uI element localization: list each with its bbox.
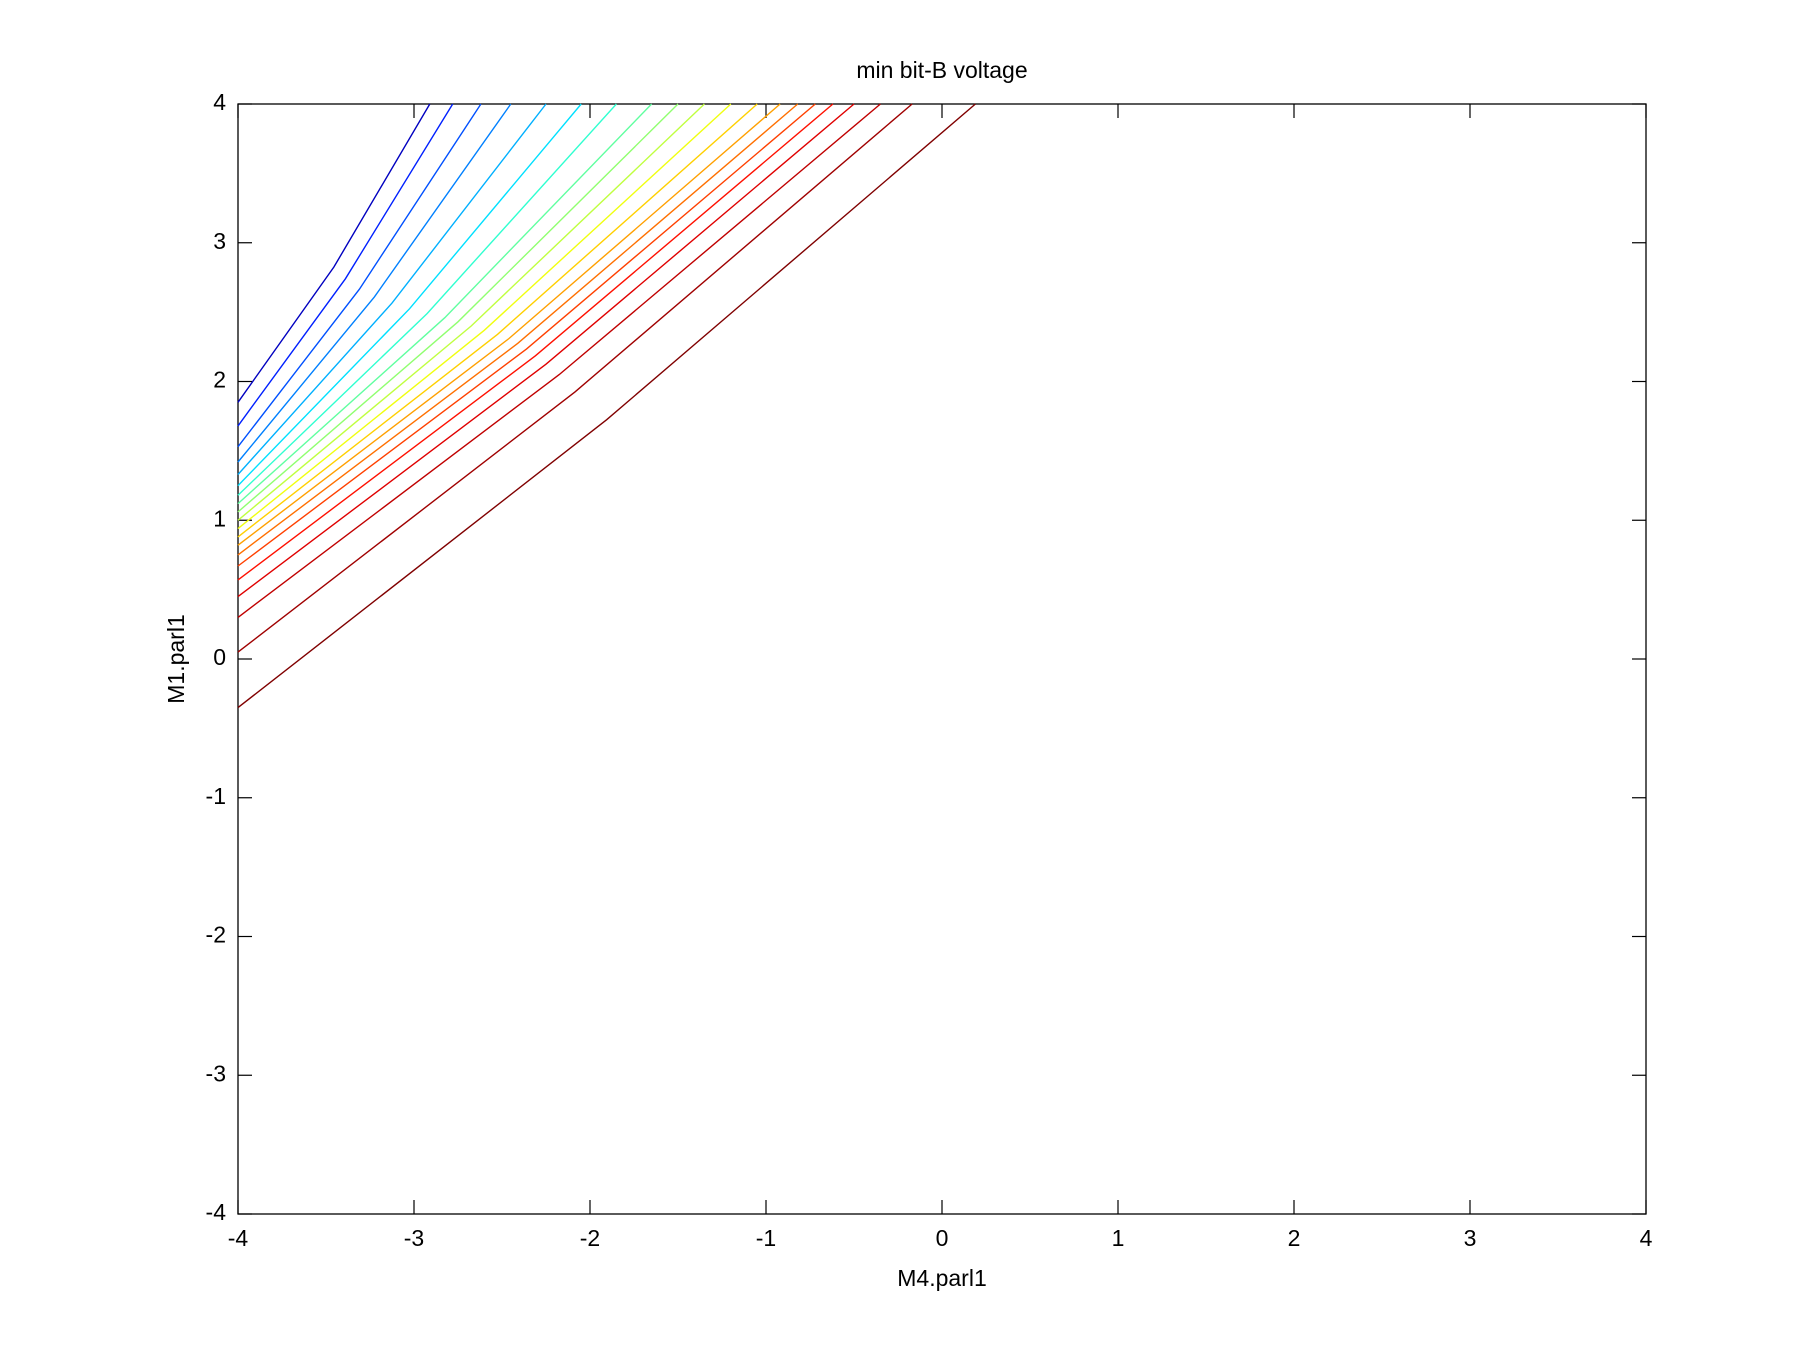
y-tick-label: 2 bbox=[213, 367, 226, 393]
contour-line bbox=[237, 103, 512, 463]
contour-line bbox=[237, 103, 454, 427]
contour-line bbox=[237, 103, 834, 581]
x-tick-label: 0 bbox=[936, 1225, 949, 1251]
y-axis-label: M1.parl1 bbox=[163, 614, 189, 703]
contour-line bbox=[237, 103, 705, 521]
x-tick-label: -3 bbox=[404, 1225, 424, 1251]
y-tick-label: 3 bbox=[213, 228, 226, 254]
contour-line bbox=[237, 103, 816, 567]
contour-line bbox=[237, 103, 758, 538]
y-tick-label: -1 bbox=[206, 783, 226, 809]
y-tick-label: 0 bbox=[213, 644, 226, 670]
contour-line bbox=[237, 103, 431, 403]
contour-line bbox=[237, 103, 482, 448]
contour-line bbox=[237, 103, 799, 556]
x-tick-label: 4 bbox=[1640, 1225, 1653, 1251]
contour-line bbox=[237, 103, 855, 598]
x-tick-label: 2 bbox=[1288, 1225, 1301, 1251]
contour-line bbox=[237, 103, 781, 546]
contour-line bbox=[237, 103, 617, 496]
y-tick-label: 1 bbox=[213, 505, 226, 531]
contour-line bbox=[237, 103, 582, 487]
y-tick-label: -2 bbox=[206, 922, 226, 948]
x-tick-label: -4 bbox=[228, 1225, 249, 1251]
chart-title: min bit-B voltage bbox=[856, 57, 1027, 83]
y-tick-label: 4 bbox=[213, 89, 226, 115]
contour-line bbox=[237, 103, 913, 653]
x-tick-label: -1 bbox=[756, 1225, 776, 1251]
plot-area bbox=[237, 103, 1647, 1215]
y-tick-label: -4 bbox=[206, 1199, 227, 1225]
x-tick-label: 3 bbox=[1464, 1225, 1477, 1251]
x-axis-label: M4.parl1 bbox=[897, 1265, 986, 1291]
x-tick-label: 1 bbox=[1112, 1225, 1125, 1251]
contour-line bbox=[237, 103, 547, 475]
x-tick-label: -2 bbox=[580, 1225, 600, 1251]
contour-line bbox=[237, 103, 653, 505]
contour-line bbox=[237, 103, 881, 618]
y-tick-label: -3 bbox=[206, 1060, 226, 1086]
contour-line bbox=[237, 103, 732, 530]
contour-line bbox=[237, 103, 679, 513]
contour-line bbox=[237, 103, 976, 709]
